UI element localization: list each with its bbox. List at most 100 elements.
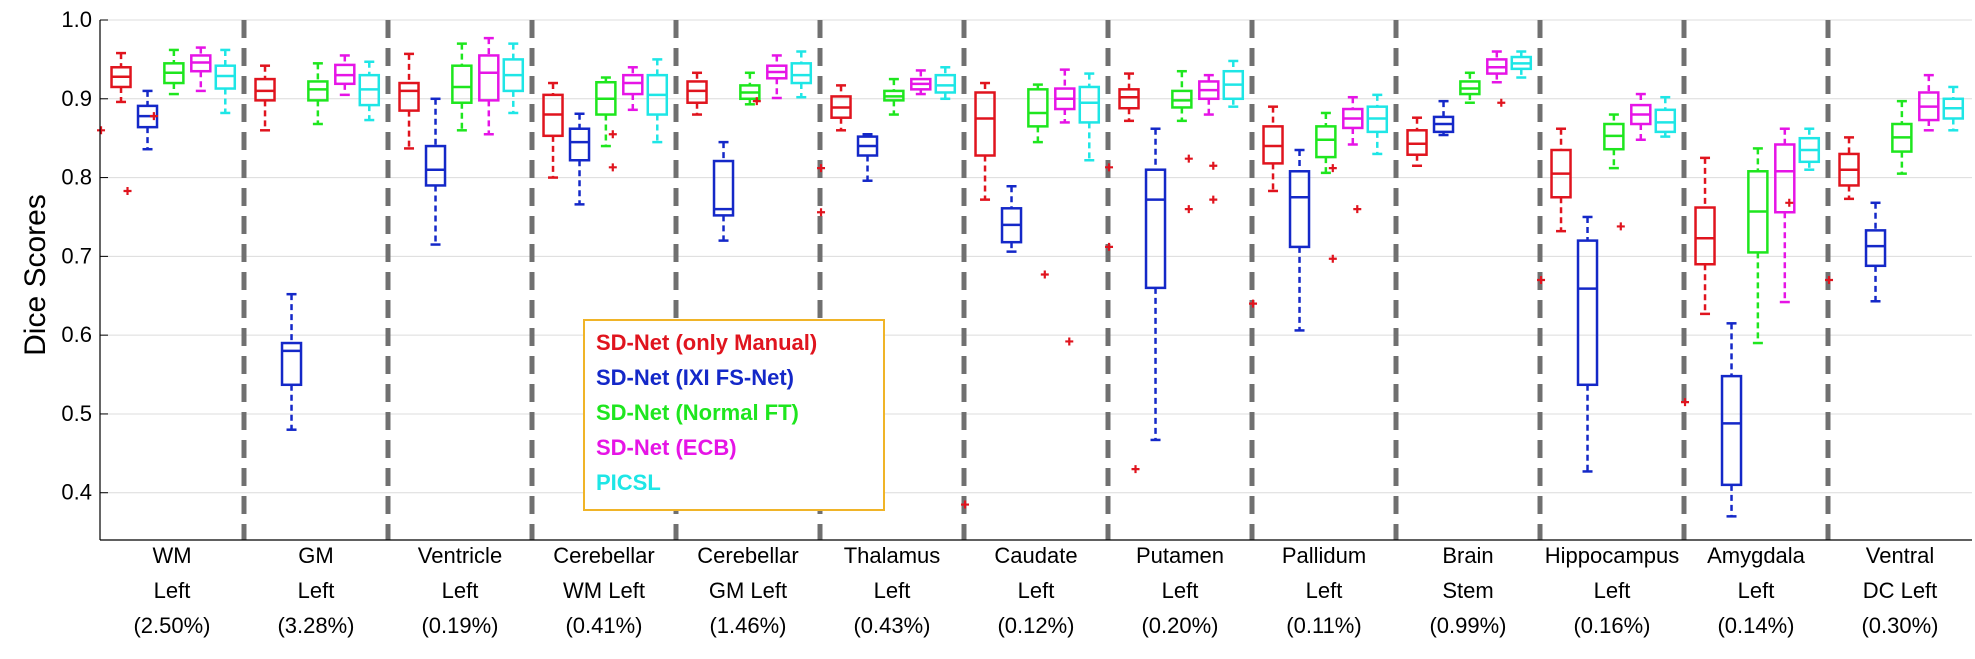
outlier-marker xyxy=(1825,276,1834,284)
outlier-marker xyxy=(1209,195,1218,204)
legend-label-3: SD-Net (ECB) xyxy=(596,435,737,460)
outlier-marker xyxy=(608,163,617,172)
iqr-box xyxy=(790,62,813,85)
outlier-marker xyxy=(1497,98,1506,107)
category-label-3-line-0: Cerebellar xyxy=(553,543,655,568)
outlier-marker xyxy=(1184,154,1193,163)
legend-label-0: SD-Net (only Manual) xyxy=(596,330,817,355)
category-label-9-line-1: Stem xyxy=(1442,578,1493,603)
series-2 xyxy=(149,42,1913,345)
series-3 xyxy=(190,36,1940,304)
iqr-box xyxy=(1774,143,1796,214)
y-tick-label-4: 0.8 xyxy=(61,165,92,190)
iqr-box xyxy=(424,144,447,187)
category-label-9-line-0: Brain xyxy=(1442,543,1493,568)
outlier-marker xyxy=(1249,299,1258,308)
outlier-marker xyxy=(1209,161,1218,170)
category-label-10-line-0: Hippocampus xyxy=(1545,543,1680,568)
iqr-box xyxy=(568,127,591,162)
category-label-10-line-2: (0.16%) xyxy=(1573,613,1650,638)
y-tick-label-0: 0.4 xyxy=(61,480,92,505)
outlier-marker xyxy=(1065,337,1074,346)
legend-label-1: SD-Net (IXI FS-Net) xyxy=(596,365,794,390)
iqr-box xyxy=(1288,170,1311,249)
category-label-11-line-0: Amygdala xyxy=(1707,543,1806,568)
y-tick-labels: 0.4 0.5 0.6 0.7 0.8 0.9 1.0 xyxy=(61,7,92,505)
iqr-box xyxy=(478,54,500,102)
category-label-2-line-1: Left xyxy=(442,578,479,603)
category-label-5-line-1: Left xyxy=(874,578,911,603)
category-label-7-line-2: (0.20%) xyxy=(1141,613,1218,638)
category-label-11-line-1: Left xyxy=(1738,578,1775,603)
iqr-box xyxy=(934,73,957,94)
outlier-marker xyxy=(123,186,132,195)
outlier-marker xyxy=(97,126,106,135)
iqr-box xyxy=(398,81,420,112)
iqr-box xyxy=(1720,374,1743,487)
outlier-marker xyxy=(1184,205,1193,214)
legend-label-2: SD-Net (Normal FT) xyxy=(596,400,799,425)
outlier-marker xyxy=(752,97,761,106)
outlier-marker xyxy=(1105,163,1114,172)
outlier-marker xyxy=(1616,222,1625,231)
iqr-box xyxy=(1027,88,1049,128)
outlier-marker xyxy=(1681,398,1690,407)
category-label-6-line-1: Left xyxy=(1018,578,1055,603)
iqr-box xyxy=(1078,85,1101,124)
outlier-marker xyxy=(1131,465,1140,474)
iqr-box xyxy=(1315,125,1337,159)
iqr-box xyxy=(280,341,303,387)
category-label-3-line-1: WM Left xyxy=(563,578,645,603)
outlier-marker xyxy=(1328,164,1337,173)
legend: SD-Net (only Manual) SD-Net (IXI FS-Net)… xyxy=(583,319,885,511)
grid-lines xyxy=(100,19,1972,494)
y-tick-label-3: 0.7 xyxy=(61,243,92,268)
legend-box xyxy=(583,319,885,511)
category-label-10-line-1: Left xyxy=(1594,578,1631,603)
category-label-11-line-2: (0.14%) xyxy=(1717,613,1794,638)
y-axis-label: Dice Scores xyxy=(19,194,52,356)
category-label-12-line-2: (0.30%) xyxy=(1861,613,1938,638)
category-label-5-line-2: (0.43%) xyxy=(853,613,930,638)
category-label-3-line-2: (0.41%) xyxy=(565,613,642,638)
category-label-12-line-0: Ventral xyxy=(1866,543,1935,568)
series-4 xyxy=(214,42,1965,346)
legend-label-4: PICSL xyxy=(596,470,661,495)
category-label-1-line-1: Left xyxy=(298,578,335,603)
category-label-12-line-1: DC Left xyxy=(1863,578,1938,603)
outlier-marker xyxy=(1105,242,1114,251)
series-1 xyxy=(123,89,1887,518)
category-label-7-line-1: Left xyxy=(1162,578,1199,603)
category-label-9-line-2: (0.99%) xyxy=(1429,613,1506,638)
outlier-marker xyxy=(1040,270,1049,279)
iqr-box xyxy=(1576,239,1599,387)
category-label-6-line-2: (0.12%) xyxy=(997,613,1074,638)
category-label-4-line-2: (1.46%) xyxy=(709,613,786,638)
y-tick-label-5: 0.9 xyxy=(61,86,92,111)
axes xyxy=(99,20,1972,541)
outlier-marker xyxy=(149,112,158,121)
category-label-7-line-0: Putamen xyxy=(1136,543,1224,568)
category-label-0-line-1: Left xyxy=(154,578,191,603)
category-label-2-line-0: Ventricle xyxy=(418,543,502,568)
outlier-marker xyxy=(1785,198,1794,207)
category-label-4-line-0: Cerebellar xyxy=(697,543,799,568)
category-label-8-line-0: Pallidum xyxy=(1282,543,1366,568)
category-label-1-line-2: (3.28%) xyxy=(277,613,354,638)
box-series xyxy=(97,36,1965,518)
outlier-marker xyxy=(817,164,826,173)
series-0 xyxy=(97,51,1860,509)
outlier-marker xyxy=(608,130,617,139)
outlier-marker xyxy=(817,208,826,217)
iqr-box xyxy=(974,91,996,157)
category-label-8-line-2: (0.11%) xyxy=(1286,613,1361,638)
category-label-8-line-1: Left xyxy=(1306,578,1343,603)
y-tick-label-6: 1.0 xyxy=(61,7,92,32)
outlier-marker xyxy=(1537,276,1546,284)
outlier-marker xyxy=(1328,254,1337,263)
x-category-labels: WM Left (2.50%) GM Left (3.28%) Ventricle Left (… xyxy=(133,543,1938,638)
iqr-box xyxy=(1864,229,1887,268)
iqr-box xyxy=(1654,108,1677,134)
